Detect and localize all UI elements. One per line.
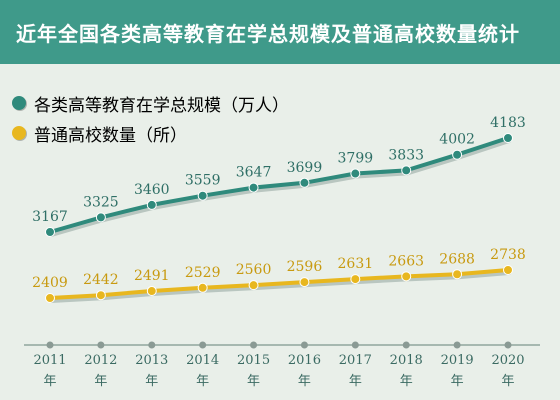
x-tick-2013 [148,341,156,349]
x-tick-2015 [250,341,258,349]
data-point-0-2011 [45,227,55,237]
data-point-1-2011 [45,293,55,303]
data-point-1-2014 [197,282,208,293]
legend-label-scale: 各类高等教育在学总规模（万人） [34,95,289,116]
data-point-0-2012 [95,212,106,223]
x-tick-label-2011: 2011 [33,353,66,368]
data-point-0-2018 [401,165,412,176]
x-tick-suffix-2014: 年 [196,374,209,389]
x-tick-2020 [504,341,512,349]
legend-item-scale: 各类高等教育在学总规模（万人） [12,88,289,118]
x-tick-label-2018: 2018 [390,353,423,368]
series-shadow-1 [48,269,512,303]
data-label-0-2018: 3833 [388,147,424,163]
x-tick-2019 [453,341,461,349]
x-tick-label-2016: 2016 [288,353,321,368]
x-tick-suffix-2020: 年 [501,374,514,389]
x-tick-suffix-2011: 年 [43,374,56,389]
data-point-0-2017 [350,168,361,179]
data-point-0-2016 [299,177,310,188]
data-point-1-2018 [401,271,412,282]
data-label-1-2015: 2560 [236,262,272,278]
data-label-1-2017: 2631 [338,256,374,272]
x-tick-suffix-2019: 年 [451,374,464,389]
x-tick-label-2020: 2020 [491,353,524,368]
data-point-0-2014 [197,190,208,201]
data-point-1-2012 [95,290,106,301]
legend-label-schools: 普通高校数量（所） [34,125,187,146]
data-point-0-2013 [146,199,157,210]
x-tick-2011 [46,341,54,349]
x-tick-2017 [351,341,359,349]
data-label-0-2013: 3460 [134,182,170,198]
x-tick-2018 [402,341,410,349]
x-tick-suffix-2015: 年 [247,374,260,389]
legend-marker-scale [12,96,26,110]
x-tick-label-2013: 2013 [135,353,168,368]
data-label-0-2012: 3325 [83,194,119,210]
data-point-1-2017 [350,274,361,285]
data-label-0-2011: 3167 [32,209,68,225]
data-point-1-2019 [452,269,463,280]
chart-header: 近年全国各类高等教育在学总规模及普通高校数量统计 [0,0,560,64]
data-label-1-2013: 2491 [134,268,170,284]
data-point-0-2015 [248,182,259,193]
data-label-1-2020: 2738 [490,247,526,263]
data-label-1-2014: 2529 [185,265,221,281]
data-point-0-2019 [452,149,463,160]
x-tick-2012 [97,341,105,349]
series-line-1 [48,268,510,300]
legend-item-schools: 普通高校数量（所） [12,118,289,148]
chart-title: 近年全国各类高等教育在学总规模及普通高校数量统计 [16,22,520,46]
x-tick-suffix-2013: 年 [145,374,158,389]
data-label-0-2016: 3699 [287,160,323,176]
data-label-0-2020: 4183 [490,115,526,131]
legend-marker-schools [12,126,26,140]
data-label-1-2016: 2596 [287,259,323,275]
data-label-1-2012: 2442 [83,272,119,288]
x-tick-suffix-2016: 年 [298,374,311,389]
data-label-0-2017: 3799 [338,151,374,167]
data-point-0-2020 [503,133,513,143]
x-tick-suffix-2017: 年 [349,374,362,389]
x-tick-suffix-2018: 年 [400,374,413,389]
x-tick-label-2015: 2015 [237,353,270,368]
x-tick-2014 [199,341,207,349]
x-tick-label-2012: 2012 [84,353,117,368]
legend: 各类高等教育在学总规模（万人） 普通高校数量（所） [12,88,289,148]
data-label-0-2015: 3647 [236,165,272,181]
series-shadow-0 [48,137,512,237]
data-label-0-2014: 3559 [185,173,221,189]
data-label-1-2019: 2688 [439,251,475,267]
x-tick-2016 [300,341,308,349]
series-line-0 [48,136,510,234]
data-point-1-2015 [248,280,259,291]
data-point-1-2016 [299,277,310,288]
data-label-1-2018: 2663 [388,253,424,269]
x-tick-label-2019: 2019 [441,353,474,368]
x-tick-label-2014: 2014 [186,353,219,368]
x-tick-label-2017: 2017 [339,353,372,368]
data-point-1-2020 [503,265,513,275]
x-tick-suffix-2012: 年 [94,374,107,389]
data-point-1-2013 [146,286,157,297]
data-label-1-2011: 2409 [32,275,68,291]
data-label-0-2019: 4002 [439,132,475,148]
